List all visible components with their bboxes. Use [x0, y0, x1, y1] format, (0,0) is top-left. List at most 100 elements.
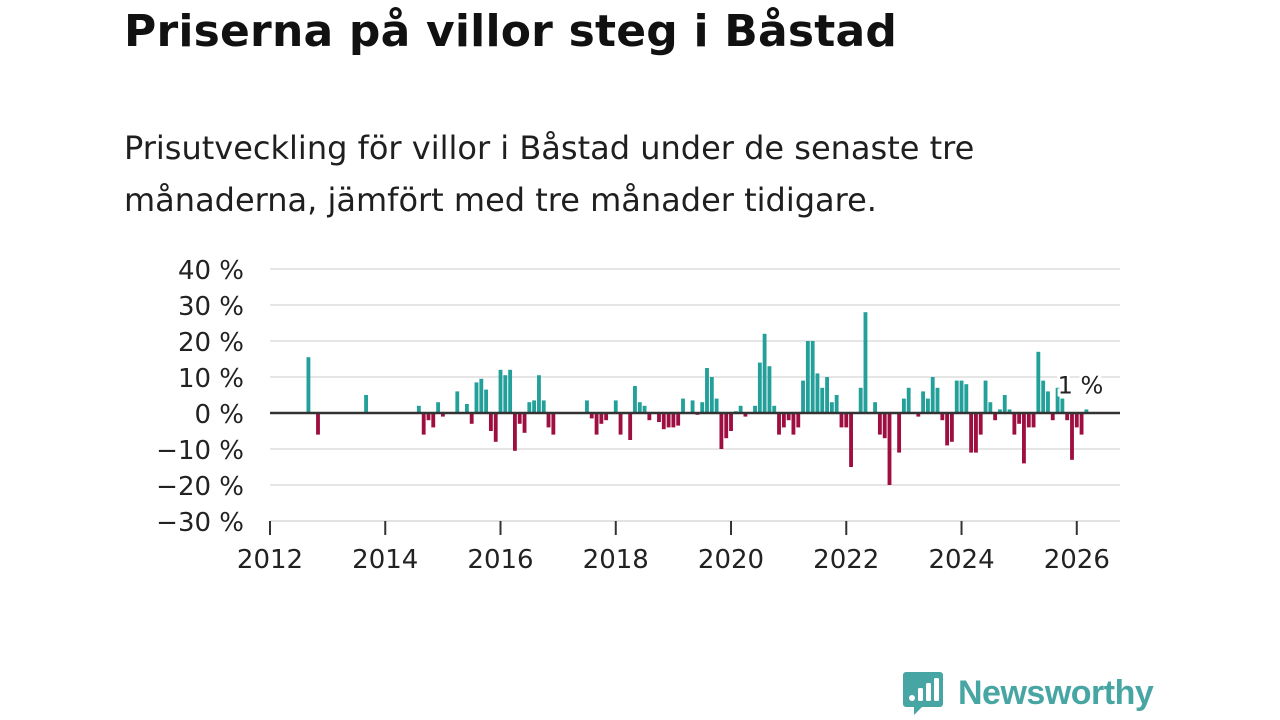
bar [1065, 413, 1070, 421]
bar [777, 413, 781, 435]
bar [926, 398, 930, 413]
bar [666, 413, 671, 428]
bar [825, 377, 830, 413]
bar [796, 413, 801, 428]
bar [522, 413, 527, 433]
bar [930, 377, 935, 413]
bar [969, 413, 974, 453]
bar [546, 413, 551, 428]
bar [988, 402, 993, 413]
bar [964, 384, 969, 413]
bar [464, 404, 469, 413]
bar [306, 357, 311, 413]
bar [1017, 413, 1022, 424]
y-tick-label: 20 % [178, 328, 244, 358]
bar [945, 413, 950, 446]
bar [618, 413, 623, 435]
bar [469, 413, 474, 424]
bar [604, 413, 609, 421]
bar [714, 398, 719, 413]
bar [517, 413, 522, 424]
bar [681, 398, 685, 413]
bar [532, 400, 537, 413]
y-tick-label: −30 % [156, 508, 244, 538]
bar [887, 413, 892, 485]
x-tick-label: 2026 [1044, 545, 1110, 575]
bar [657, 413, 661, 422]
bar [503, 375, 508, 413]
bar [1012, 413, 1017, 435]
bar [436, 402, 441, 413]
bar [700, 402, 705, 413]
bar [801, 380, 805, 413]
bar [805, 341, 810, 413]
bar [743, 413, 748, 417]
bar [709, 377, 714, 413]
bar [781, 413, 786, 428]
y-tick-label: 0 % [194, 400, 244, 430]
bar [1079, 413, 1084, 435]
bar [1007, 409, 1012, 413]
bar [877, 413, 882, 435]
bar [762, 333, 767, 413]
chart-subtitle: Prisutveckling för villor i Båstad under… [124, 129, 975, 219]
bar [512, 413, 517, 451]
bar [479, 378, 484, 413]
bar [839, 413, 844, 428]
bar [882, 413, 887, 439]
bar [1022, 413, 1026, 464]
bar [921, 391, 926, 413]
bar [416, 405, 421, 413]
bar [786, 413, 791, 421]
bar [431, 413, 436, 428]
bar [1055, 387, 1060, 413]
y-tick-label: 30 % [178, 292, 244, 322]
newsworthy-logo-icon [903, 672, 943, 715]
chart-title: Priserna på villor steg i Båstad [124, 6, 898, 57]
bar [364, 395, 368, 413]
bar [959, 380, 964, 413]
bar [474, 382, 479, 413]
y-tick-label: 10 % [178, 364, 244, 394]
newsworthy-brand: Newsworthy [902, 670, 1154, 716]
bar [1036, 351, 1041, 413]
x-tick-label: 2016 [467, 545, 533, 575]
bar [426, 413, 431, 421]
bar [1070, 413, 1074, 460]
bar [642, 405, 647, 413]
bar [901, 398, 906, 413]
bar [719, 413, 724, 449]
bar [738, 405, 743, 413]
bar [844, 413, 849, 428]
bar [815, 373, 820, 413]
bar [484, 389, 489, 413]
bar [1031, 413, 1036, 428]
bar [772, 405, 777, 413]
bar [633, 386, 637, 413]
bar [647, 413, 652, 421]
bar [1041, 380, 1046, 413]
y-tick-label: −20 % [156, 472, 244, 502]
bar [916, 413, 921, 417]
bar-chart: −30 % −20 % −10 % 0 % 10 % 20 % 30 % 40 % 2012 20… [156, 256, 1120, 575]
last-value-annotation: 1 % [1058, 371, 1104, 399]
y-tick-label: −10 % [156, 436, 244, 466]
bar [316, 413, 320, 435]
bar [873, 402, 878, 413]
bar [834, 395, 839, 413]
bar [954, 380, 959, 413]
bar [767, 366, 772, 413]
bar [527, 402, 532, 413]
bar [993, 413, 998, 421]
bar [820, 387, 825, 413]
bar [488, 413, 493, 431]
bar [594, 413, 599, 435]
bar [863, 312, 868, 413]
bar [983, 380, 988, 413]
bar [724, 413, 729, 439]
bar [455, 391, 460, 413]
bar [537, 375, 541, 413]
brand-name: Newsworthy [958, 673, 1154, 712]
bar [541, 400, 546, 413]
bar [421, 413, 426, 435]
